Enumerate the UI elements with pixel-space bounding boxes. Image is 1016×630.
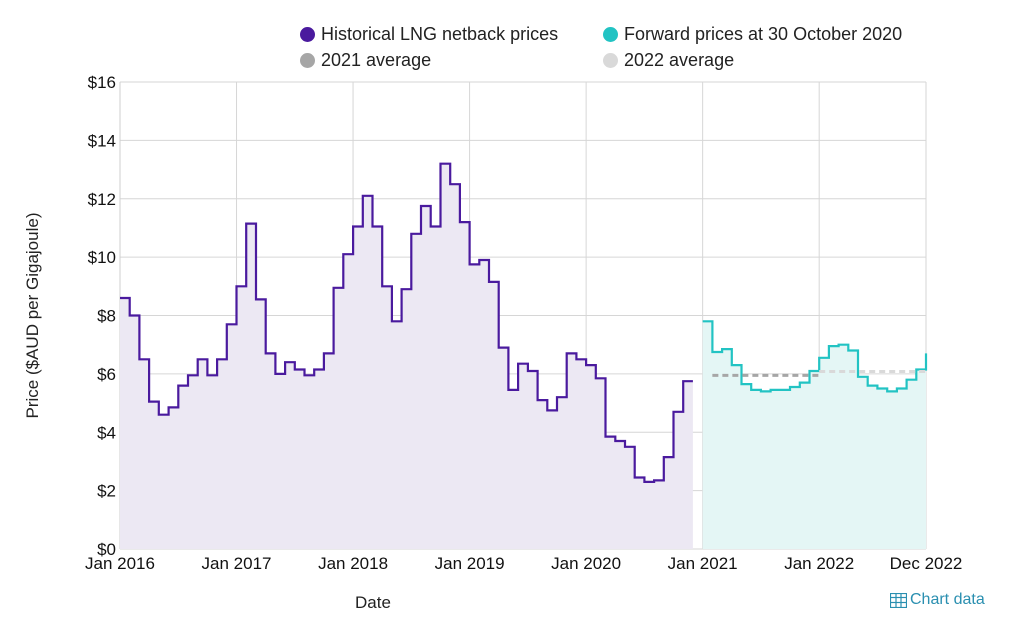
historical-line <box>120 162 693 483</box>
y-tick-label: $0 <box>97 540 116 559</box>
forward-area <box>702 321 926 549</box>
legend-dot-forward <box>603 27 618 42</box>
y-tick-label: $8 <box>97 307 116 326</box>
legend: Historical LNG netback prices Forward pr… <box>300 24 960 76</box>
x-tick-label: Jan 2016 <box>85 554 155 573</box>
legend-label-2021-average: 2021 average <box>321 50 432 70</box>
y-tick-label: $2 <box>97 482 116 501</box>
y-tick-label: $6 <box>97 365 116 384</box>
legend-dot-historical <box>300 27 315 42</box>
y-tick-label: $10 <box>88 248 116 267</box>
x-tick-label: Jan 2017 <box>202 554 272 573</box>
x-tick-label: Jan 2022 <box>784 554 854 573</box>
forward-line <box>702 320 928 393</box>
legend-label-forward: Forward prices at 30 October 2020 <box>624 24 903 44</box>
legend-item-historical[interactable]: Historical LNG netback prices <box>300 24 558 45</box>
x-tick-label: Jan 2021 <box>668 554 738 573</box>
legend-item-forward[interactable]: Forward prices at 30 October 2020 <box>603 24 902 45</box>
legend-item-2021-average[interactable]: 2021 average <box>300 50 431 71</box>
chart-data-label: Chart data <box>910 591 985 608</box>
legend-label-historical: Historical LNG netback prices <box>321 24 559 44</box>
legend-label-2022-average: 2022 average <box>624 50 735 70</box>
x-tick-label: Dec 2022 <box>890 554 963 573</box>
x-tick-label: Jan 2019 <box>435 554 505 573</box>
y-tick-label: $12 <box>88 190 116 209</box>
x-tick-label: Jan 2020 <box>551 554 621 573</box>
x-axis-title: Date <box>355 593 391 612</box>
y-axis-title: Price ($AUD per Gigajoule) <box>23 213 42 419</box>
x-tick-label: Jan 2018 <box>318 554 388 573</box>
legend-dot-2021-average <box>300 53 315 68</box>
y-tick-label: $16 <box>88 73 116 92</box>
historical-area <box>120 163 693 549</box>
y-tick-label: $14 <box>88 131 116 150</box>
table-icon <box>890 592 907 608</box>
y-tick-label: $4 <box>97 423 116 442</box>
legend-item-2022-average[interactable]: 2022 average <box>603 50 734 71</box>
chart-data-button[interactable]: Chart data <box>890 591 985 609</box>
legend-dot-2022-average <box>603 53 618 68</box>
